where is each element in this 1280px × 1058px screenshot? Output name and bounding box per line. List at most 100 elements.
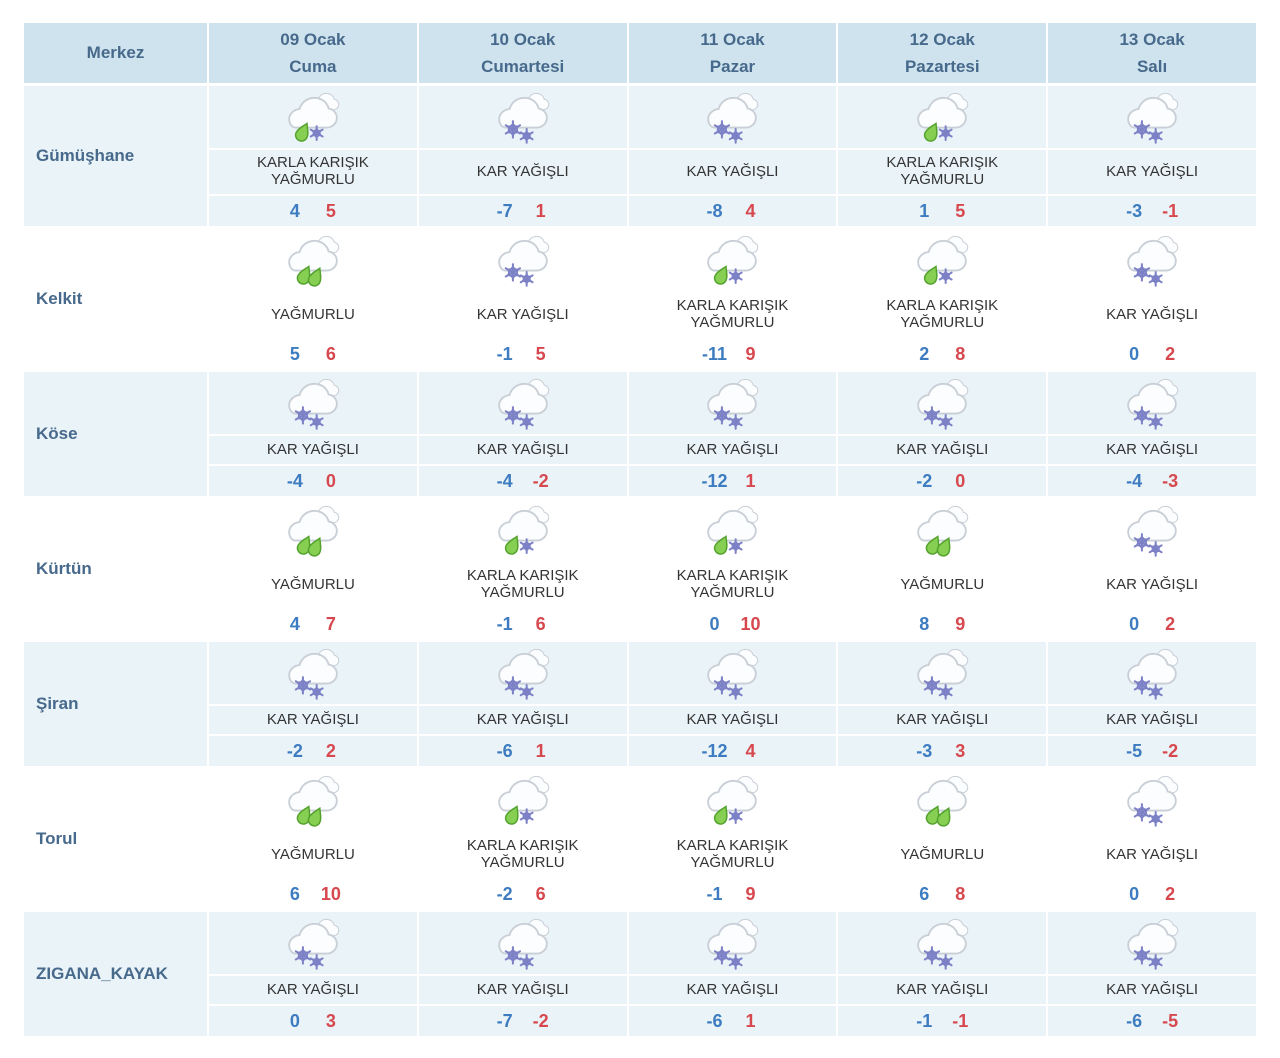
sleet-icon	[628, 229, 837, 293]
rain-icon	[209, 769, 417, 833]
condition-label: KAR YAĞIŞLI	[209, 436, 417, 466]
temperature-values: -8 4	[629, 196, 837, 226]
condition-label: KAR YAĞIŞLI	[1048, 150, 1256, 196]
day-date: 09 Ocak	[280, 30, 346, 49]
max-temp: 1	[745, 1010, 756, 1031]
max-temp: 6	[535, 613, 546, 634]
location-label: ZIGANA_KAYAK	[24, 912, 207, 1036]
temperature-values: -1 -1	[838, 1006, 1046, 1036]
min-temp: 1	[919, 200, 930, 221]
condition-label: KAR YAĞIŞLI	[1048, 706, 1256, 736]
condition-label: KAR YAĞIŞLI	[209, 976, 417, 1006]
temperature-values: -12 1	[629, 466, 837, 496]
max-temp: 10	[320, 883, 341, 904]
day-name: Pazartesi	[904, 57, 980, 76]
min-temp: 0	[1129, 883, 1140, 904]
min-temp: -3	[916, 740, 933, 761]
min-temp: -2	[286, 740, 303, 761]
day-header: 13 Ocak Salı	[1048, 23, 1256, 83]
condition-label: KAR YAĞIŞLI	[1048, 976, 1256, 1006]
snow-icon	[628, 372, 837, 436]
max-temp: 0	[955, 470, 966, 491]
location-label: Şiran	[24, 642, 207, 766]
day-header: 11 Ocak Pazar	[628, 23, 837, 83]
condition-label: YAĞMURLU	[838, 563, 1047, 609]
max-temp: 1	[535, 740, 546, 761]
day-name: Salı	[1136, 57, 1168, 76]
snow-icon	[418, 229, 627, 293]
merkez-header: Merkez	[24, 23, 207, 83]
day-date: 13 Ocak	[1119, 30, 1185, 49]
day-date: 10 Ocak	[490, 30, 556, 49]
temperature-values: -12 4	[629, 736, 837, 766]
location-label: Kelkit	[24, 229, 207, 369]
temperature-values: -5 -2	[1048, 736, 1256, 766]
condition-label: KAR YAĞIŞLI	[628, 976, 837, 1006]
condition-label: KARLA KARIŞIK YAĞMURLU	[838, 293, 1047, 339]
max-temp: 8	[955, 343, 966, 364]
day-header: 12 Ocak Pazartesi	[838, 23, 1047, 83]
min-temp: -1	[496, 613, 513, 634]
max-temp: -1	[952, 1010, 969, 1031]
max-temp: 6	[535, 883, 546, 904]
max-temp: 5	[325, 200, 336, 221]
forecast-cell: KAR YAĞIŞLI -12 4	[628, 642, 837, 766]
max-temp: 1	[535, 200, 546, 221]
min-temp: 4	[289, 200, 300, 221]
temperature-values: -4 0	[209, 466, 417, 496]
temperature-values: -3 -1	[1048, 196, 1256, 226]
forecast-cell: KAR YAĞIŞLI -3 3	[838, 642, 1047, 766]
rain-icon	[209, 229, 417, 293]
forecast-row: Gümüşhane KARLA KARIŞIK YAĞMURLU 4 5 KAR YAĞ…	[24, 86, 1256, 226]
location-label: Kürtün	[24, 499, 207, 639]
condition-label: KAR YAĞIŞLI	[418, 706, 627, 736]
condition-label: KAR YAĞIŞLI	[838, 706, 1047, 736]
min-temp: 0	[1129, 343, 1140, 364]
day-name: Cuma	[289, 57, 337, 76]
min-temp: -6	[1126, 1010, 1143, 1031]
sleet-icon	[418, 499, 627, 563]
day-header: 10 Ocak Cumartesi	[418, 23, 627, 83]
min-temp: 0	[1129, 613, 1140, 634]
min-temp: -7	[496, 200, 513, 221]
sleet-icon	[628, 499, 837, 563]
min-temp: -1	[496, 343, 513, 364]
snow-icon	[209, 372, 417, 436]
max-temp: -1	[1162, 200, 1179, 221]
min-temp: -4	[1126, 470, 1143, 491]
condition-label: KAR YAĞIŞLI	[1048, 563, 1256, 609]
forecast-cell: KAR YAĞIŞLI -7 1	[418, 86, 627, 226]
forecast-body: Gümüşhane KARLA KARIŞIK YAĞMURLU 4 5 KAR YAĞ…	[24, 86, 1256, 1036]
condition-label: KAR YAĞIŞLI	[418, 293, 627, 339]
condition-label: KAR YAĞIŞLI	[1048, 293, 1256, 339]
forecast-cell: KAR YAĞIŞLI -2 0	[838, 372, 1047, 496]
forecast-cell: YAĞMURLU 8 9	[838, 499, 1047, 639]
temperature-values: -3 3	[838, 736, 1046, 766]
max-temp: 2	[1165, 613, 1176, 634]
temperature-values: -11 9	[629, 339, 837, 369]
max-temp: -2	[532, 470, 549, 491]
condition-label: YAĞMURLU	[838, 833, 1047, 879]
min-temp: 2	[919, 343, 930, 364]
max-temp: 0	[325, 470, 336, 491]
min-temp: -3	[1126, 200, 1143, 221]
max-temp: 1	[745, 470, 756, 491]
forecast-row: Kelkit YAĞMURLU 5 6 KAR YAĞIŞLI -1 5 KARLA KARI…	[24, 229, 1256, 369]
temperature-values: -1 9	[629, 879, 837, 909]
snow-icon	[1048, 642, 1256, 706]
location-label: Köse	[24, 372, 207, 496]
sleet-icon	[838, 229, 1047, 293]
header-row: Merkez 09 Ocak Cuma 10 Ocak Cumartesi 11…	[24, 23, 1256, 83]
forecast-row: Şiran KAR YAĞIŞLI -2 2 KAR YAĞIŞLI -6 1 KAR YAĞ…	[24, 642, 1256, 766]
forecast-cell: KAR YAĞIŞLI -4 -2	[418, 372, 627, 496]
temperature-values: 6 10	[209, 879, 417, 909]
temperature-values: -4 -3	[1048, 466, 1256, 496]
snow-icon	[418, 912, 627, 976]
